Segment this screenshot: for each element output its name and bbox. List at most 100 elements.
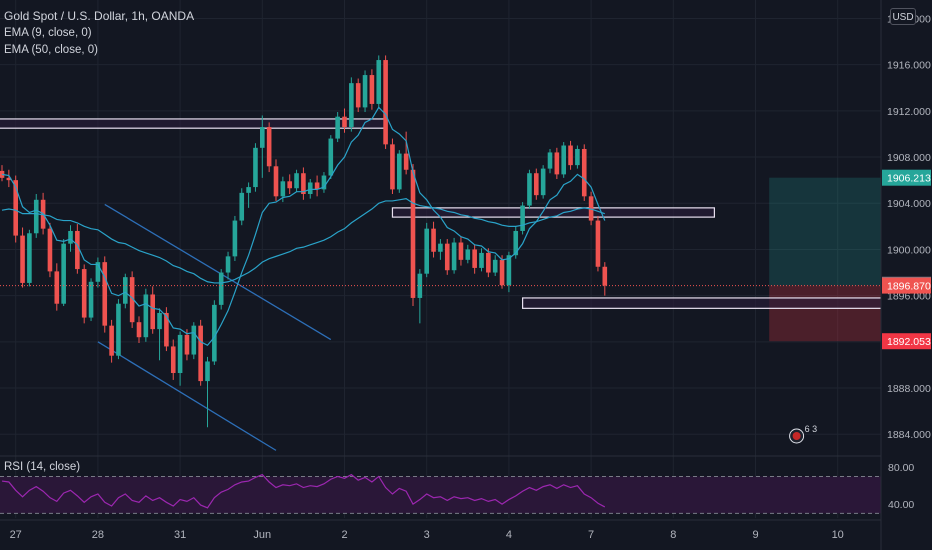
candle-body <box>54 271 60 304</box>
candle-body <box>403 153 409 170</box>
price-tick-label: 1904.000 <box>887 198 931 210</box>
candle-body <box>68 230 73 244</box>
candle-body <box>444 243 450 271</box>
price-tick-label: 1908.000 <box>887 152 931 164</box>
candle-body <box>123 277 128 304</box>
price-tick-label: 1896.000 <box>887 291 931 303</box>
candle-body <box>273 166 279 197</box>
candle-body <box>314 182 320 190</box>
price-label: 1892.053 <box>882 333 931 350</box>
candle-body <box>561 145 566 175</box>
candle-body <box>280 181 286 197</box>
candle-body <box>225 256 231 273</box>
trendline <box>104 203 332 341</box>
candle-body <box>534 173 539 196</box>
candle-body <box>465 249 471 260</box>
ema-fast-label[interactable]: EMA (9, close, 0) <box>4 27 92 39</box>
candle-body <box>335 116 340 139</box>
candle-body <box>431 228 436 252</box>
currency-button[interactable]: USD <box>890 8 916 25</box>
candle-body <box>554 152 560 175</box>
rsi-tick-label: 80.00 <box>888 462 914 474</box>
price-label: 1906.213 <box>882 169 931 186</box>
ema-slow-line <box>1 197 605 284</box>
symbol-title[interactable]: Gold Spot / U.S. Dollar, 1h, OANDA <box>4 9 195 23</box>
candle-body <box>129 277 135 323</box>
price-label-text: 1906.213 <box>887 173 931 185</box>
price-tick-label: 1900.000 <box>887 244 931 256</box>
price-label-text: 1896.870 <box>887 281 931 293</box>
candle-body <box>486 252 491 273</box>
candle-body <box>568 145 573 166</box>
candle-body <box>410 169 416 298</box>
candle-body <box>191 325 197 355</box>
time-tick-label: 7 <box>588 529 594 541</box>
candle-body <box>164 312 169 347</box>
candle-body <box>218 272 224 305</box>
candle-body <box>575 148 580 166</box>
candle-body <box>513 230 519 256</box>
candle-body <box>472 249 477 268</box>
candle-body <box>88 281 94 318</box>
price-label-background <box>882 277 931 294</box>
candle-body <box>355 83 361 108</box>
time-tick-label: 28 <box>92 529 104 541</box>
candle-body <box>307 182 313 195</box>
rsi-tick-label: 40.00 <box>888 499 914 511</box>
time-tick-label: 4 <box>506 529 512 541</box>
price-scale-background <box>881 0 932 550</box>
candle-body <box>102 262 108 326</box>
time-tick-label: 31 <box>174 529 186 541</box>
candle-body <box>170 346 176 374</box>
candle-body <box>47 228 53 272</box>
price-tick-label: 1916.000 <box>887 60 931 72</box>
candle-body <box>287 181 292 189</box>
rsi-label[interactable]: RSI (14, close) <box>4 461 81 473</box>
price-tick-label: 1888.000 <box>887 383 931 395</box>
candle-body <box>301 173 306 195</box>
candle-body <box>492 259 498 273</box>
zone-box <box>521 297 932 309</box>
candle-body <box>75 230 80 270</box>
time-tick-label: 10 <box>832 529 844 541</box>
candle-body <box>116 303 121 356</box>
ema-slow-label[interactable]: EMA (50, close, 0) <box>4 44 98 56</box>
candle-body <box>321 175 327 190</box>
candle-body <box>424 228 429 274</box>
candle-body <box>157 312 162 330</box>
candle-body <box>499 259 505 286</box>
price-tick-label: 1912.000 <box>887 106 931 118</box>
candle-body <box>376 60 382 104</box>
candle-body <box>520 205 525 231</box>
time-tick-label: 27 <box>10 529 22 541</box>
chart-legend: Gold Spot / U.S. Dollar, 1h, OANDA EMA (… <box>4 8 194 59</box>
candle-body <box>458 242 464 260</box>
candle-body <box>362 75 368 108</box>
candle-body <box>61 243 66 304</box>
candle-body <box>27 233 32 283</box>
candle-body <box>602 266 608 286</box>
candle-body <box>479 252 484 268</box>
trendline <box>97 341 277 451</box>
candle-body <box>136 322 142 338</box>
candle-body <box>184 334 190 355</box>
candle-body <box>397 153 402 190</box>
candle-body <box>253 147 258 188</box>
rsi-band <box>0 476 881 514</box>
time-tick-label: Jun <box>253 529 271 541</box>
price-tick-label: 1884.000 <box>887 429 931 441</box>
time-tick-label: 2 <box>341 529 347 541</box>
candle-body <box>540 168 546 196</box>
rsi-line <box>1 473 606 509</box>
price-label: 1896.870 <box>882 277 931 294</box>
candle-body <box>266 127 272 167</box>
candle-body <box>506 255 512 286</box>
candle-body <box>328 138 334 176</box>
candle-body <box>383 60 388 145</box>
price-label-background <box>882 333 931 350</box>
candle-body <box>6 177 12 181</box>
candle-body <box>143 294 149 338</box>
event-marker-label: 6 3 <box>805 424 818 434</box>
